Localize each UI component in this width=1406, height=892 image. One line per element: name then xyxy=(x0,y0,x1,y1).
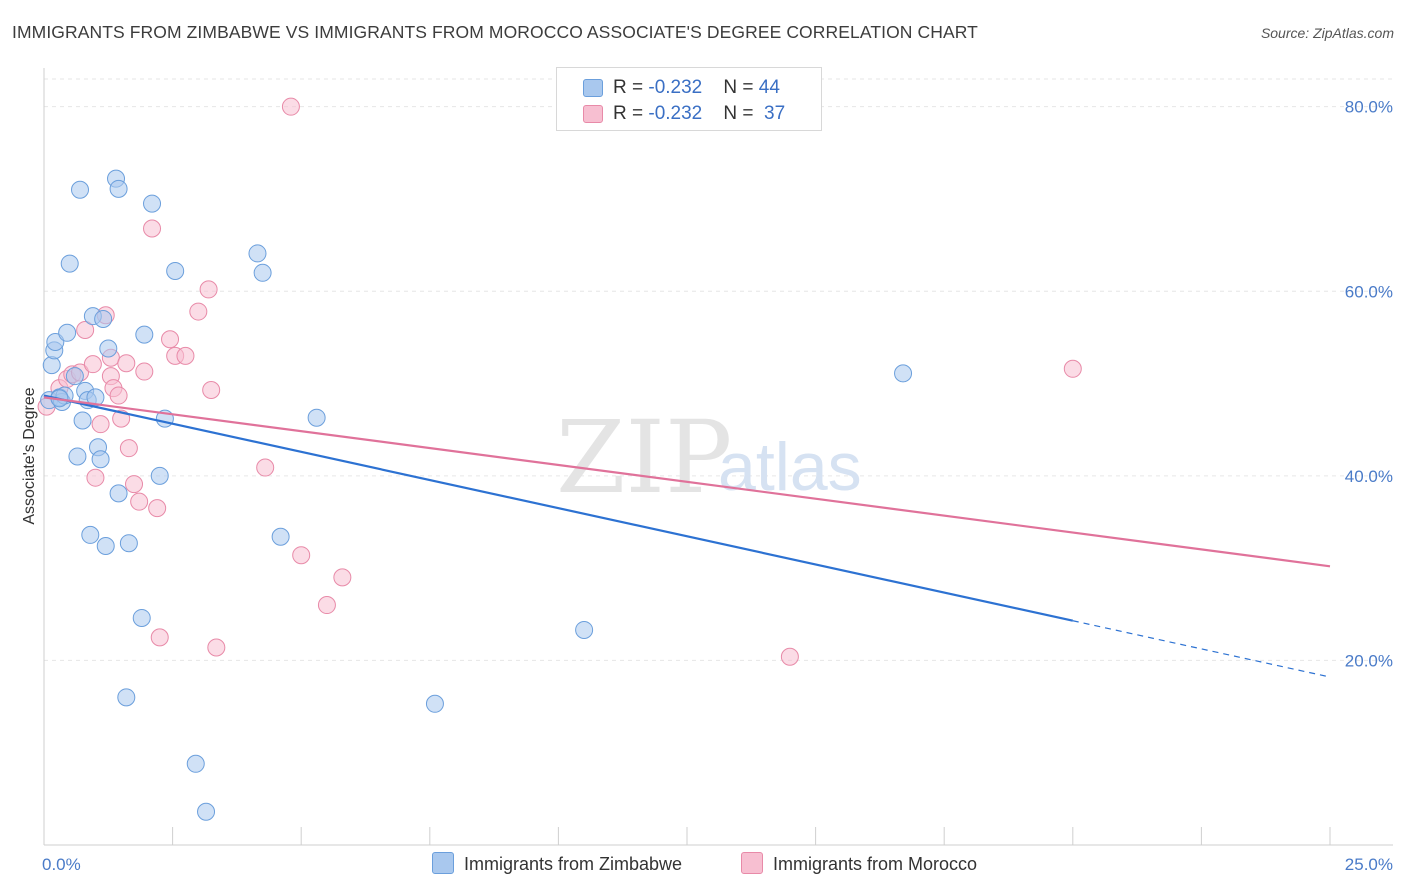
morocco-point xyxy=(292,546,311,565)
morocco-trendline xyxy=(43,396,1331,568)
zimbabwe-point xyxy=(109,179,128,198)
zimbabwe-point xyxy=(94,309,113,328)
bottom-legend-swatch-morocco xyxy=(741,852,763,874)
y-tick-label: 80.0% xyxy=(1345,98,1393,117)
zimbabwe-point xyxy=(81,525,100,544)
legend-n-value: 37 xyxy=(764,103,786,124)
morocco-points xyxy=(37,97,1082,666)
morocco-point xyxy=(148,499,167,518)
watermark: ZIP atlas xyxy=(556,399,862,516)
y-tick-label: 20.0% xyxy=(1345,651,1393,670)
morocco-point xyxy=(135,362,154,381)
zimbabwe-points xyxy=(40,169,913,821)
zimbabwe-point xyxy=(109,484,128,503)
morocco-point xyxy=(76,321,95,340)
zimbabwe-point xyxy=(197,802,216,821)
bottom-legend-morocco: Immigrants from Morocco xyxy=(741,852,977,875)
zimbabwe-point xyxy=(91,450,110,469)
y-tick-label: 60.0% xyxy=(1345,282,1393,301)
zimbabwe-point xyxy=(99,339,118,358)
legend-r-value: -0.232 xyxy=(648,103,703,124)
zimbabwe-trendline-extension xyxy=(1072,620,1331,678)
legend-n-value: 44 xyxy=(758,77,780,98)
morocco-point xyxy=(109,386,128,405)
morocco-point xyxy=(125,475,144,494)
y-tick-label: 40.0% xyxy=(1345,467,1393,486)
zimbabwe-point xyxy=(132,608,151,627)
morocco-point xyxy=(333,568,352,587)
morocco-point xyxy=(207,638,226,657)
morocco-point xyxy=(117,354,136,373)
legend-swatch-morocco xyxy=(583,105,603,123)
watermark-zip: ZIP xyxy=(556,399,732,516)
zimbabwe-point xyxy=(65,367,84,386)
morocco-point xyxy=(143,219,162,238)
zimbabwe-point xyxy=(150,466,169,485)
zimbabwe-point xyxy=(894,364,913,383)
source-label: Source: ZipAtlas.com xyxy=(1260,25,1394,41)
y-axis-label: Associate's Degree xyxy=(21,387,38,524)
legend-r-value: -0.232 xyxy=(648,77,703,98)
x-tick-label-min: 0.0% xyxy=(42,855,81,874)
trendlines xyxy=(43,394,1331,678)
morocco-point xyxy=(86,468,105,487)
zimbabwe-point xyxy=(271,527,290,546)
zimbabwe-point xyxy=(71,180,90,199)
morocco-point xyxy=(91,415,110,434)
zimbabwe-point xyxy=(117,688,136,707)
morocco-point xyxy=(130,492,149,511)
y-tick-labels: 20.0% 40.0% 60.0% 80.0% xyxy=(1345,98,1393,671)
zimbabwe-point xyxy=(575,620,594,639)
zimbabwe-point xyxy=(253,263,272,282)
zimbabwe-point xyxy=(46,333,65,352)
bottom-legend-swatch-zimbabwe xyxy=(432,852,454,874)
zimbabwe-point xyxy=(186,754,205,773)
zimbabwe-point xyxy=(135,325,154,344)
morocco-point xyxy=(189,302,208,321)
zimbabwe-point xyxy=(425,694,444,713)
legend-text-zimbabwe: R = -0.232 N = 44 xyxy=(613,77,780,98)
morocco-point xyxy=(1063,359,1082,378)
zimbabwe-point xyxy=(307,408,326,427)
morocco-point xyxy=(83,355,102,374)
zimbabwe-trendline xyxy=(43,394,1074,622)
zimbabwe-point xyxy=(60,254,79,273)
x-tick-label-max: 25.0% xyxy=(1345,855,1393,874)
axes xyxy=(43,68,1393,846)
morocco-point xyxy=(317,596,336,615)
zimbabwe-point xyxy=(58,323,77,342)
legend-text-morocco: R = -0.232 N = 37 xyxy=(613,103,786,124)
zimbabwe-point xyxy=(73,411,92,430)
morocco-point xyxy=(199,280,218,299)
morocco-point xyxy=(161,330,180,349)
zimbabwe-point xyxy=(143,194,162,213)
zimbabwe-point xyxy=(96,536,115,555)
morocco-point xyxy=(780,647,799,666)
bottom-legend-label: Immigrants from Morocco xyxy=(773,854,978,874)
zimbabwe-point xyxy=(166,261,185,280)
zimbabwe-point xyxy=(248,244,267,263)
morocco-point xyxy=(176,346,195,365)
morocco-point xyxy=(202,381,221,400)
morocco-point xyxy=(119,439,138,458)
legend-swatch-zimbabwe xyxy=(583,79,603,97)
bottom-legend-zimbabwe: Immigrants from Zimbabwe xyxy=(432,852,682,875)
morocco-point xyxy=(281,97,300,116)
morocco-point xyxy=(256,458,275,477)
bottom-legend-label: Immigrants from Zimbabwe xyxy=(464,854,683,874)
zimbabwe-point xyxy=(119,534,138,553)
zimbabwe-point xyxy=(68,447,87,466)
grid-lines xyxy=(44,78,1393,661)
correlation-legend: R = -0.232 N = 44 R = -0.232 N = 37 xyxy=(556,67,822,131)
zimbabwe-point xyxy=(42,356,61,375)
watermark-atlas: atlas xyxy=(718,429,862,505)
morocco-point xyxy=(150,628,169,647)
chart-title: IMMIGRANTS FROM ZIMBABWE VS IMMIGRANTS F… xyxy=(12,22,978,42)
